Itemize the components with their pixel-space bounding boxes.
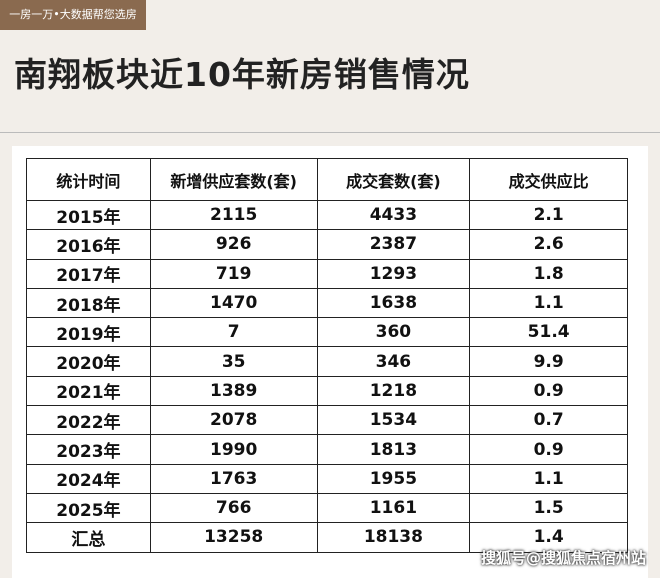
table-cell: 4433 <box>316 199 471 231</box>
table-row: 2023年 1990 1813 0.9 <box>26 434 628 465</box>
column-header: 成交套数(套) <box>316 158 471 201</box>
table-cell: 9.9 <box>469 346 628 377</box>
table-cell: 2025年 <box>26 492 151 524</box>
table-cell: 2017年 <box>26 258 151 289</box>
table-row: 2018年 1470 1638 1.1 <box>26 287 628 319</box>
table-row: 2021年 1389 1218 0.9 <box>26 375 628 407</box>
table-cell: 18138 <box>316 522 471 553</box>
table-cell: 1.5 <box>469 492 628 524</box>
watermark: 搜狐号@搜狐焦点宿州站 <box>480 549 646 567</box>
table-cell: 1470 <box>149 287 318 319</box>
table-cell: 2115 <box>149 199 318 231</box>
table-cell: 1813 <box>316 434 471 465</box>
table-cell: 1763 <box>149 463 318 494</box>
table-cell: 2015年 <box>26 199 151 231</box>
table-cell: 1389 <box>149 375 318 407</box>
table-cell: 2023年 <box>26 434 151 465</box>
table-cell: 2078 <box>149 405 318 436</box>
table-cell: 汇总 <box>26 522 151 553</box>
table-row: 2025年 766 1161 1.5 <box>26 492 628 524</box>
table-cell: 1.1 <box>469 463 628 494</box>
table-cell: 926 <box>149 229 318 260</box>
table-row: 2020年 35 346 9.9 <box>26 346 628 377</box>
table-cell: 2019年 <box>26 317 151 348</box>
page-title: 南翔板块近10年新房销售情况 <box>14 55 470 94</box>
table-cell: 2016年 <box>26 229 151 260</box>
table-cell: 13258 <box>149 522 318 553</box>
table-cell: 1293 <box>316 258 471 289</box>
table-cell: 719 <box>149 258 318 289</box>
table-cell: 1990 <box>149 434 318 465</box>
table-cell: 7 <box>149 317 318 348</box>
table-cell: 2020年 <box>26 346 151 377</box>
table-cell: 2018年 <box>26 287 151 319</box>
table-cell: 2.1 <box>469 199 628 231</box>
header-row: 统计时间 新增供应套数(套) 成交套数(套) 成交供应比 <box>26 158 628 201</box>
divider <box>0 132 660 133</box>
brand-tag: 一房一万•大数据帮您选房 <box>0 0 146 30</box>
table-cell: 51.4 <box>469 317 628 348</box>
table-cell: 1218 <box>316 375 471 407</box>
table-cell: 2024年 <box>26 463 151 494</box>
table-cell: 2021年 <box>26 375 151 407</box>
table-row: 2024年 1763 1955 1.1 <box>26 463 628 494</box>
table-row: 2015年 2115 4433 2.1 <box>26 199 628 231</box>
table-cell: 2.6 <box>469 229 628 260</box>
table-cell: 1638 <box>316 287 471 319</box>
table-body: 2015年 2115 4433 2.1 2016年 926 2387 2.6 2017年 719 1… <box>26 199 628 553</box>
table-cell: 766 <box>149 492 318 524</box>
table-cell: 1.8 <box>469 258 628 289</box>
table-cell: 0.9 <box>469 375 628 407</box>
column-header: 统计时间 <box>26 158 151 201</box>
table-cell: 346 <box>316 346 471 377</box>
table-cell: 1161 <box>316 492 471 524</box>
table-row: 汇总 13258 18138 1.4 <box>26 522 628 553</box>
table-cell: 1.1 <box>469 287 628 319</box>
table-cell: 1534 <box>316 405 471 436</box>
table-row: 2022年 2078 1534 0.7 <box>26 405 628 436</box>
table-row: 2019年 7 360 51.4 <box>26 317 628 348</box>
table-cell: 1.4 <box>469 522 628 553</box>
table-cell: 1955 <box>316 463 471 494</box>
table-cell: 2022年 <box>26 405 151 436</box>
table-cell: 0.7 <box>469 405 628 436</box>
table-row: 2017年 719 1293 1.8 <box>26 258 628 289</box>
table-cell: 35 <box>149 346 318 377</box>
column-header: 成交供应比 <box>469 158 628 201</box>
column-header: 新增供应套数(套) <box>149 158 318 201</box>
table-row: 2016年 926 2387 2.6 <box>26 229 628 260</box>
table-cell: 360 <box>316 317 471 348</box>
table-cell: 0.9 <box>469 434 628 465</box>
table-cell: 2387 <box>316 229 471 260</box>
sales-table: 统计时间 新增供应套数(套) 成交套数(套) 成交供应比 2015年 2115 4433 2… <box>26 158 628 553</box>
